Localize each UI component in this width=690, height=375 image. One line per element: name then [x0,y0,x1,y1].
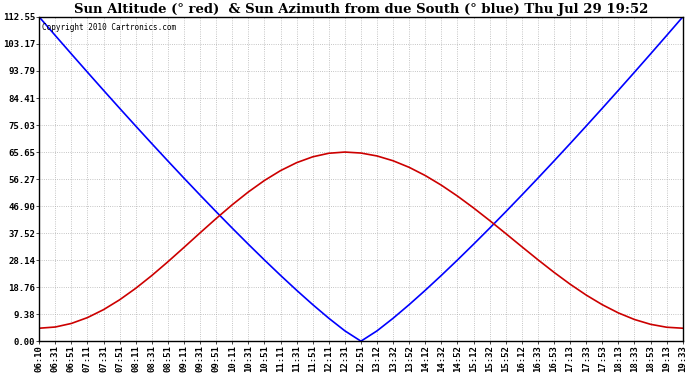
Text: Copyright 2010 Cartronics.com: Copyright 2010 Cartronics.com [42,23,177,32]
Title: Sun Altitude (° red)  & Sun Azimuth from due South (° blue) Thu Jul 29 19:52: Sun Altitude (° red) & Sun Azimuth from … [74,3,648,16]
